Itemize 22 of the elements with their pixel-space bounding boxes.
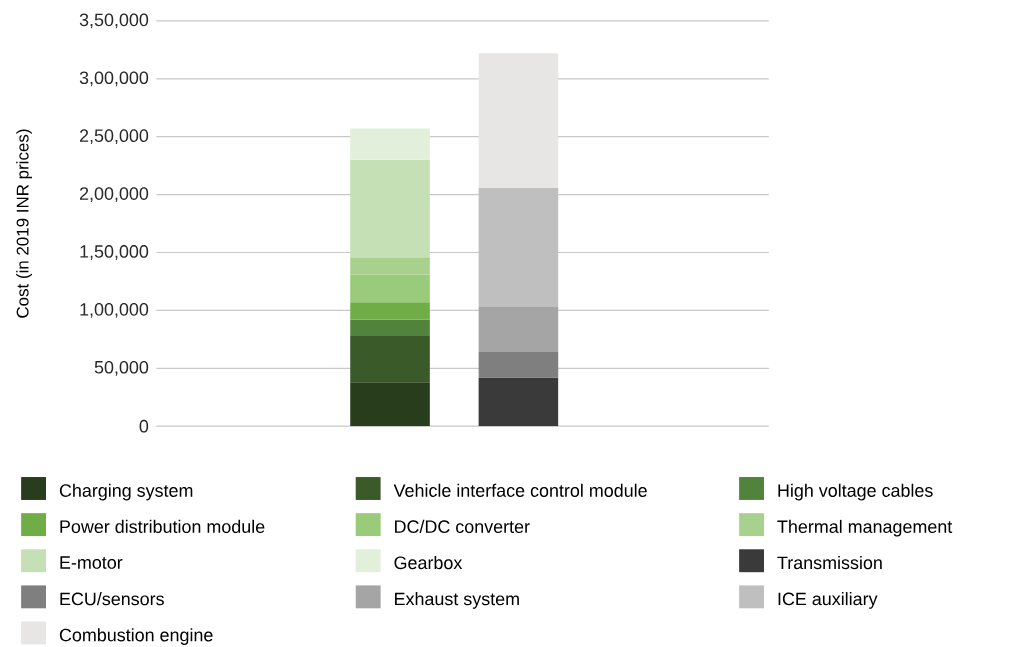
legend-label: Gearbox <box>394 556 463 570</box>
legend-label: Vehicle interface control module <box>393 483 647 498</box>
legend-label: Power distribution module <box>60 520 265 534</box>
y-tick-label: 50,000 <box>94 361 149 376</box>
legend-label: Charging system <box>59 483 193 501</box>
legend-label: Thermal management <box>777 520 953 537</box>
legend-label: Exhaust system <box>395 592 519 609</box>
legend-label: Transmission <box>777 556 882 570</box>
y-tick-label: 2,00,000 <box>79 187 149 203</box>
legend-label: ICE auxiliary <box>778 592 878 609</box>
y-tick-label: 1,50,000 <box>80 245 149 261</box>
y-axis-title: Cost (in 2019 INR prices) <box>16 129 32 318</box>
y-tick-label: 3,50,000 <box>79 13 149 29</box>
y-tick-label: 2,50,000 <box>79 129 149 145</box>
legend-label: Combustion engine <box>59 628 213 646</box>
legend-label: ECU/sensors <box>60 592 164 606</box>
y-tick-label: 0 <box>139 420 149 433</box>
y-tick-label: 1,00,000 <box>80 303 149 318</box>
legend-label: High voltage cables <box>778 483 933 501</box>
legend-label: DC/DC converter <box>395 520 530 534</box>
legend-label: E-motor <box>60 556 123 569</box>
y-tick-label: 3,00,000 <box>79 71 149 87</box>
